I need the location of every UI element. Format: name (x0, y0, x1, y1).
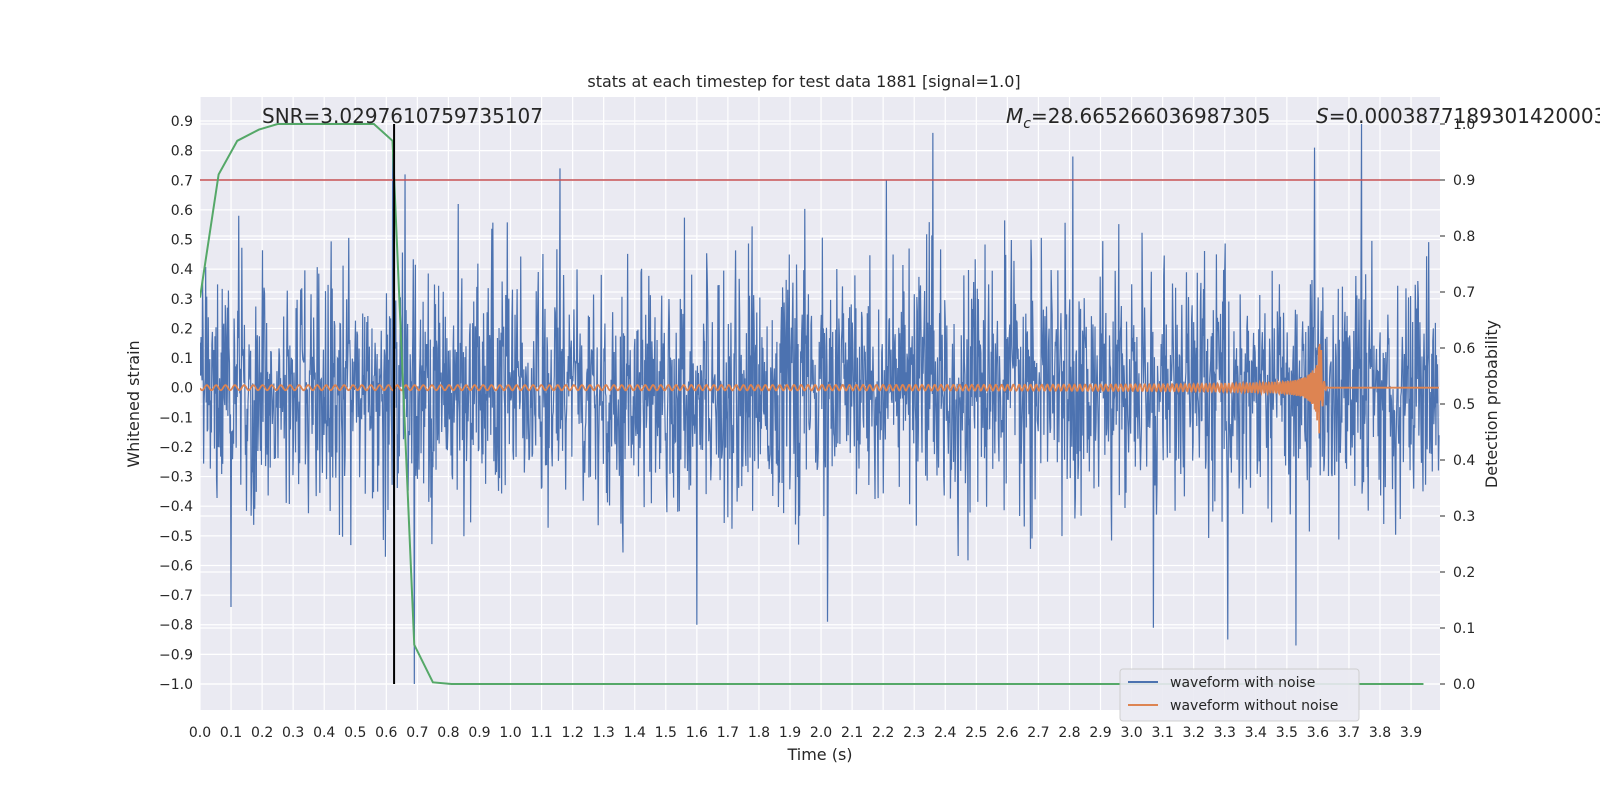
x-tick-labels: 0.0 0.1 0.2 0.3 0.4 0.5 0.6 0.7 0.8 0.9 1.0 1.1 1.2 1… (189, 725, 1422, 741)
x-tick-label: 3.8 (1369, 725, 1391, 741)
x-tick-label: 3.3 (1214, 725, 1236, 741)
x-tick-label: 3.6 (1307, 725, 1329, 741)
x-tick-label: 0.4 (313, 725, 335, 741)
y-tick-label: 0.5 (171, 233, 193, 249)
x-tick-label: 3.4 (1245, 725, 1267, 741)
y2-tick-label: 0.2 (1453, 565, 1475, 581)
snr-annotation: SNR=3.0297610759735107 (262, 104, 543, 128)
y-tick-label: 0.6 (171, 203, 193, 219)
x-tick-label: 2.6 (996, 725, 1018, 741)
x-tick-label: 0.8 (437, 725, 459, 741)
legend: waveform with noise waveform without noi… (1119, 668, 1360, 722)
s-annotation: S=0.0003877189301420003 (1316, 104, 1600, 128)
x-tick-label: 0.2 (251, 725, 273, 741)
x-tick-label: 1.4 (624, 725, 646, 741)
x-tick-label: 0.1 (220, 725, 242, 741)
y2-tick-label: 0.8 (1453, 229, 1475, 245)
chirp-mass-subscript: c (1023, 116, 1031, 132)
s-value: =0.0003877189301420003 (1329, 104, 1600, 128)
x-tick-label: 1.7 (717, 725, 739, 741)
legend-label-clean: waveform without noise (1170, 698, 1338, 714)
y-tick-label: 0.9 (171, 114, 193, 130)
x-tick-label: 3.5 (1276, 725, 1298, 741)
x-tick-label: 2.5 (965, 725, 987, 741)
x-tick-label: 3.2 (1183, 725, 1205, 741)
y2-tick-label: 0.6 (1453, 341, 1475, 357)
chirp-mass-symbol: M (1006, 104, 1023, 128)
x-tick-label: 0.9 (468, 725, 490, 741)
y-tick-label: 0.7 (171, 173, 193, 189)
x-tick-label: 0.0 (189, 725, 211, 741)
x-tick-label: 2.7 (1027, 725, 1049, 741)
y-tick-label: −0.7 (159, 588, 193, 604)
y2-axis-label: Detection probability (1482, 320, 1501, 488)
x-tick-label: 1.1 (530, 725, 552, 741)
x-axis-label: Time (s) (786, 745, 852, 764)
y-tick-label: −0.3 (159, 470, 193, 486)
y2-tick-label: 1.0 (1453, 117, 1475, 133)
y-tick-label: −0.6 (159, 558, 193, 574)
s-symbol: S (1316, 104, 1329, 128)
y2-tick-label: 0.1 (1453, 621, 1475, 637)
x-tick-label: 2.8 (1058, 725, 1080, 741)
x-tick-label: 2.0 (810, 725, 832, 741)
y2-tick-label: 0.4 (1453, 453, 1475, 469)
chirp-mass-annotation: Mc=28.665266036987305 (1006, 104, 1270, 132)
x-tick-label: 2.2 (872, 725, 894, 741)
y-tick-label: −1.0 (159, 677, 193, 693)
y-tick-label: 0.4 (171, 262, 193, 278)
y2-tick-label: 0.3 (1453, 509, 1475, 525)
x-tick-label: 3.1 (1151, 725, 1173, 741)
series-waveform-with-noise (200, 123, 1440, 685)
legend-label-noise: waveform with noise (1170, 675, 1315, 691)
y2-tick-label: 0.9 (1453, 173, 1475, 189)
x-tick-label: 1.5 (655, 725, 677, 741)
chart-title: stats at each timestep for test data 188… (587, 72, 1020, 91)
x-tick-label: 0.3 (282, 725, 304, 741)
x-tick-label: 2.9 (1089, 725, 1111, 741)
x-tick-label: 3.7 (1338, 725, 1360, 741)
x-tick-label: 2.3 (903, 725, 925, 741)
x-tick-label: 1.3 (593, 725, 615, 741)
y-tick-label: −0.4 (159, 499, 193, 515)
series-detection-probability (200, 123, 1424, 685)
y2-tick-label: 0.5 (1453, 397, 1475, 413)
y-tick-label: 0.1 (171, 351, 193, 367)
x-tick-label: 2.1 (841, 725, 863, 741)
y-tick-label: −0.2 (159, 440, 193, 456)
x-tick-label: 0.6 (375, 725, 397, 741)
x-tick-label: 1.6 (686, 725, 708, 741)
x-tick-label: 1.8 (748, 725, 770, 741)
y-tick-label: 0.8 (171, 144, 193, 160)
y-tick-label: 0.2 (171, 321, 193, 337)
x-tick-label: 0.7 (406, 725, 428, 741)
legend-box (1119, 668, 1360, 722)
x-tick-label: 1.0 (499, 725, 521, 741)
x-tick-label: 3.9 (1400, 725, 1422, 741)
y2-tick-label: 0.0 (1453, 677, 1475, 693)
x-tick-label: 3.0 (1120, 725, 1142, 741)
x-tick-label: 1.9 (779, 725, 801, 741)
y-tick-label: −0.5 (159, 529, 193, 545)
y-axis-label: Whitened strain (124, 340, 143, 467)
y-tick-label: 0.0 (171, 381, 193, 397)
y2-tick-labels: 1.0 0.9 0.8 0.7 0.6 0.5 0.4 0.3 0.2 0.1 0.0 (1453, 117, 1475, 693)
series-waveform-without-noise (200, 343, 1439, 434)
chirp-mass-value: =28.665266036987305 (1031, 104, 1270, 128)
y-tick-label: −0.9 (159, 647, 193, 663)
y-tick-label: 0.3 (171, 292, 193, 308)
y-tick-label: −0.8 (159, 618, 193, 634)
x-tick-label: 0.5 (344, 725, 366, 741)
x-tick-label: 1.2 (561, 725, 583, 741)
y-tick-labels: 0.9 0.8 0.7 0.6 0.5 0.4 0.3 0.2 0.1 0.0 −0.1 −0.2 −0… (159, 114, 193, 693)
y-tick-label: −0.1 (159, 410, 193, 426)
y2-tick-label: 0.7 (1453, 285, 1475, 301)
x-tick-label: 2.4 (934, 725, 956, 741)
